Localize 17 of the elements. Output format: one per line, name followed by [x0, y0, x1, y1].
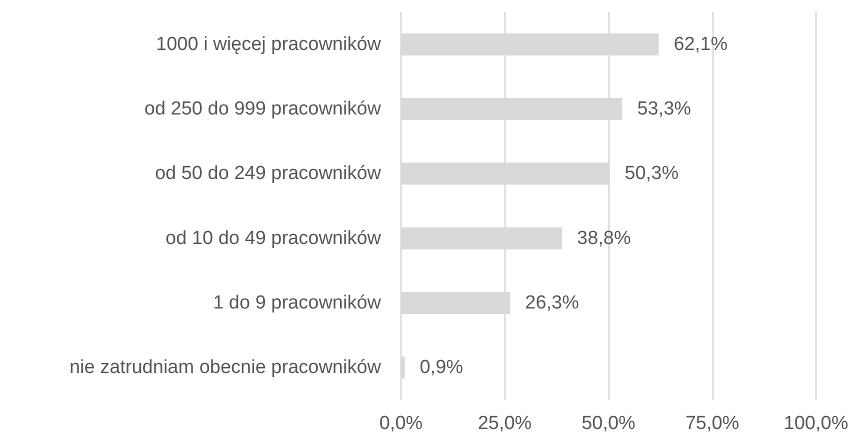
data-label: 62,1% [674, 34, 728, 55]
data-label: 26,3% [525, 292, 580, 314]
x-tick-label: 25,0% [478, 413, 532, 434]
y-tick-label: od 10 do 49 pracowników [166, 228, 382, 249]
x-tick-label: 0,0% [379, 413, 423, 434]
y-tick-label: 1 do 9 pracowników [213, 292, 382, 314]
data-label: 50,3% [624, 163, 679, 184]
data-label: 53,3% [637, 98, 692, 120]
data-label: 0,9% [420, 357, 464, 378]
x-tick-label: 100,0% [784, 413, 848, 434]
x-tick-label: 75,0% [685, 413, 740, 434]
x-tick-label: 50,0% [582, 413, 636, 434]
y-tick-label: 1000 i więcej pracowników [156, 34, 382, 55]
y-tick-label: od 250 do 999 pracowników [144, 98, 382, 120]
y-tick-label: od 50 do 249 pracowników [154, 163, 382, 184]
y-tick-label: nie zatrudniam obecnie pracowników [69, 357, 382, 378]
data-label: 38,8% [577, 228, 631, 249]
